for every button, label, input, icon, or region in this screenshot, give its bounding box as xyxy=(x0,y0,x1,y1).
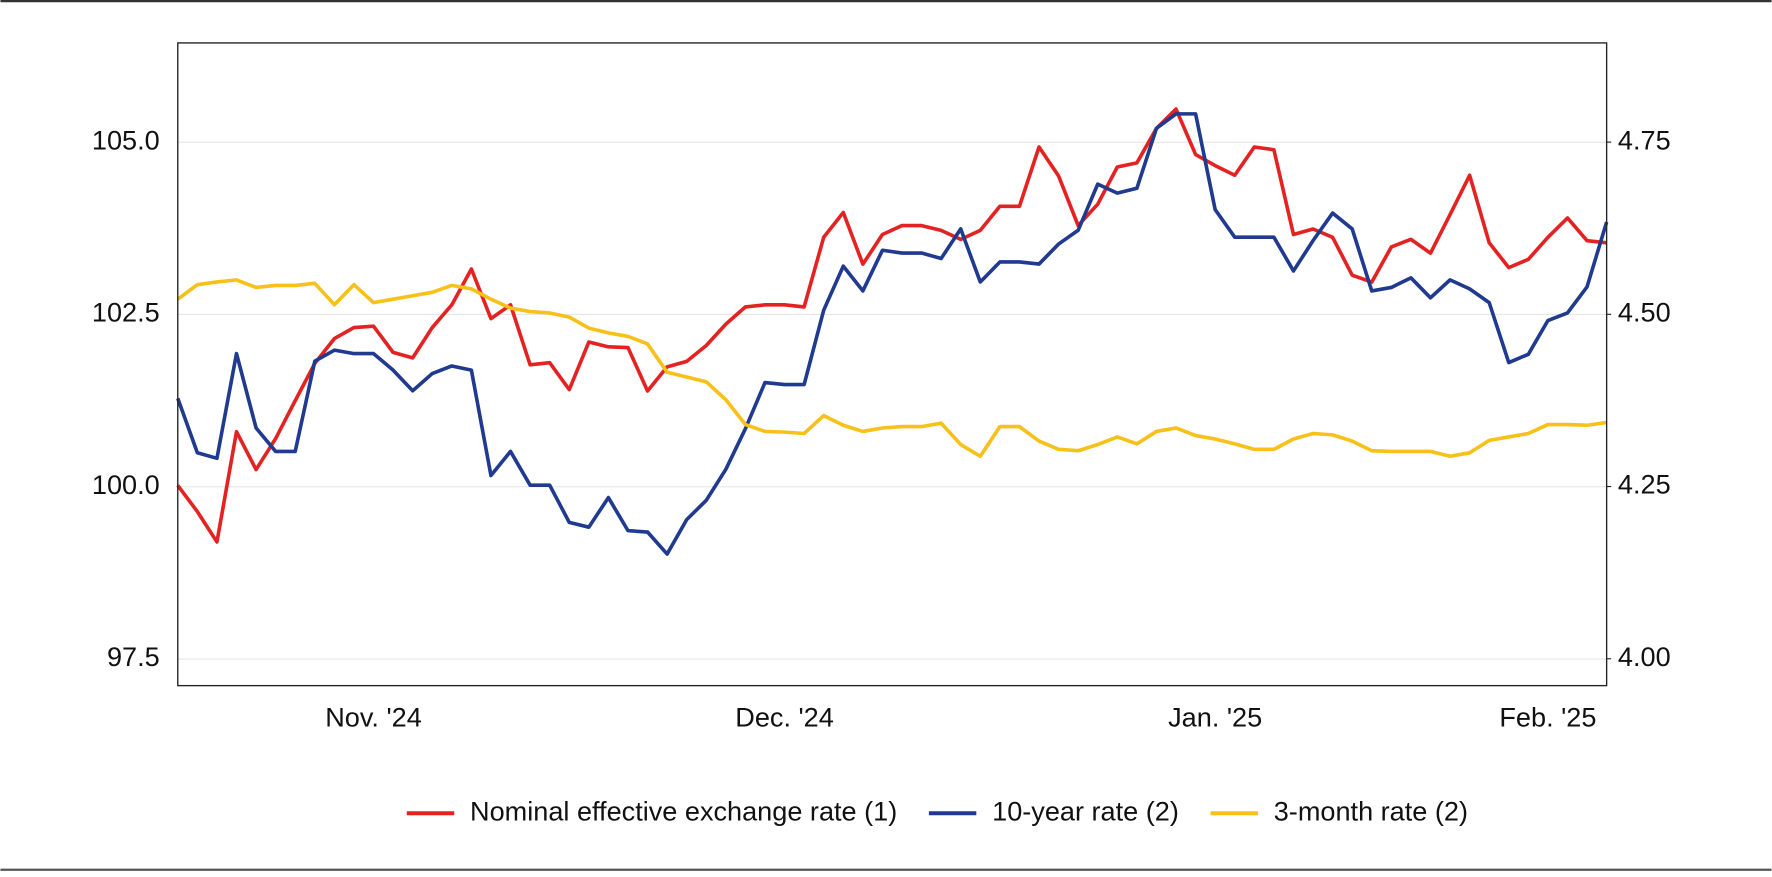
x-tick-label: Jan. '25 xyxy=(1168,702,1262,733)
series-line xyxy=(176,107,1607,544)
x-tick-label: Feb. '25 xyxy=(1499,702,1596,733)
legend-label: 3-month rate (2) xyxy=(1274,795,1468,826)
legend-label: Nominal effective exchange rate (1) xyxy=(470,795,897,826)
plot-frame xyxy=(177,42,1608,687)
y-tick-label: 105.0 xyxy=(92,124,160,155)
y-tick-label: 102.5 xyxy=(92,297,160,328)
y2-tick-label: 4.25 xyxy=(1618,469,1671,500)
y2-tick-label: 4.75 xyxy=(1618,124,1671,155)
y-tick-label: 100.0 xyxy=(92,469,160,500)
legend-item: Nominal effective exchange rate (1) xyxy=(406,795,897,826)
y-tick-label: 97.5 xyxy=(107,641,160,672)
legend-label: 10-year rate (2) xyxy=(992,795,1179,826)
x-tick-label: Dec. '24 xyxy=(735,702,834,733)
legend-item: 3-month rate (2) xyxy=(1210,795,1468,826)
legend-item: 10-year rate (2) xyxy=(928,795,1179,826)
y2-tick-label: 4.00 xyxy=(1618,641,1671,672)
legend: Nominal effective exchange rate (1) 10-ye… xyxy=(406,795,1468,826)
y2-tick-label: 4.50 xyxy=(1618,296,1671,327)
series-line xyxy=(176,112,1609,556)
plot-lines xyxy=(176,107,1609,556)
series-line xyxy=(176,278,1607,459)
x-tick-label: Nov. '24 xyxy=(325,702,422,733)
grid xyxy=(177,141,1607,660)
axis-labels: 97.5 100.0 102.5 105.0 4.00 4.25 4.50 4.75 Nov. … xyxy=(92,124,1671,732)
